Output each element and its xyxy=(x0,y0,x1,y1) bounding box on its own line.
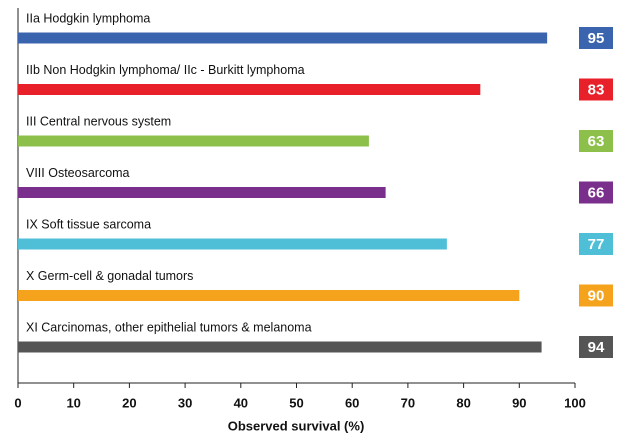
x-tick-label: 60 xyxy=(345,395,359,410)
value-box xyxy=(579,336,613,358)
x-tick-label: 10 xyxy=(66,395,80,410)
value-box xyxy=(579,284,613,307)
x-tick-label: 50 xyxy=(289,395,303,410)
category-label: XI Carcinomas, other epithelial tumors &… xyxy=(26,320,312,334)
x-tick-label: 90 xyxy=(512,395,526,410)
x-tick-label: 80 xyxy=(456,395,470,410)
category-label: VIII Osteosarcoma xyxy=(26,166,130,180)
bar xyxy=(18,32,548,44)
category-label: III Central nervous system xyxy=(26,114,171,128)
x-tick-label: 100 xyxy=(564,395,586,410)
bar xyxy=(18,135,369,147)
value-label: 90 xyxy=(588,287,605,304)
x-tick-label: 70 xyxy=(401,395,415,410)
category-label: X Germ-cell & gonadal tumors xyxy=(26,269,193,283)
category-label: IIa Hodgkin lymphoma xyxy=(26,11,150,25)
value-label: 66 xyxy=(588,184,605,201)
bar xyxy=(18,187,386,198)
x-tick-label: 30 xyxy=(178,395,192,410)
category-label: IX Soft tissue sarcoma xyxy=(26,217,151,231)
value-label: 83 xyxy=(588,81,605,98)
x-tick-label: 40 xyxy=(234,395,248,410)
value-box xyxy=(579,233,613,255)
bar xyxy=(18,84,481,95)
x-tick-label: 0 xyxy=(14,395,21,410)
value-box xyxy=(579,130,613,152)
value-label: 77 xyxy=(588,236,605,253)
value-box xyxy=(579,27,613,49)
x-axis-title: Observed survival (%) xyxy=(228,418,365,433)
x-tick-label: 20 xyxy=(122,395,136,410)
value-box xyxy=(579,78,613,101)
bar xyxy=(18,290,520,301)
value-label: 94 xyxy=(588,339,605,356)
value-label: 63 xyxy=(588,133,605,150)
bar xyxy=(18,238,447,250)
category-label: IIb Non Hodgkin lymphoma/ IIc - Burkitt … xyxy=(26,63,305,77)
bar xyxy=(18,341,542,353)
value-label: 95 xyxy=(588,30,605,47)
value-box xyxy=(579,181,613,204)
